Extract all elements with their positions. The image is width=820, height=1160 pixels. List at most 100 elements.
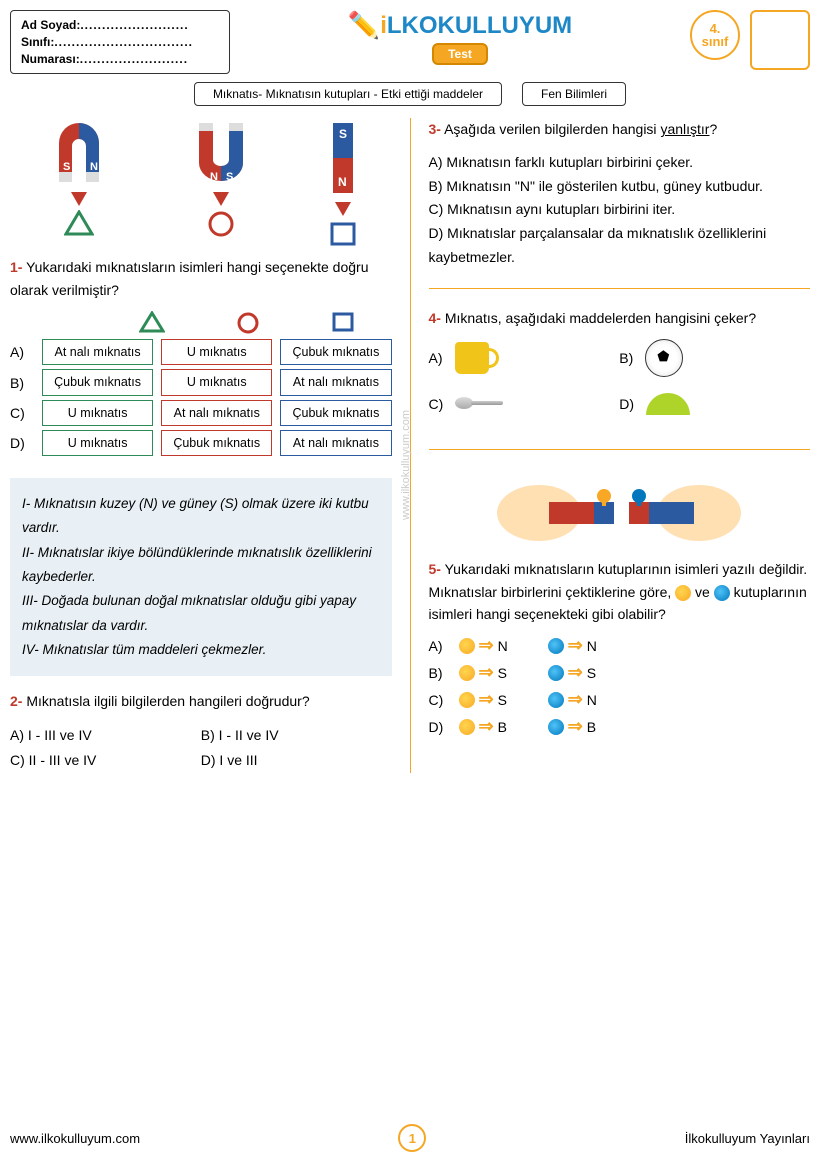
svg-text:N: N — [210, 171, 218, 183]
q4-opt-c: C) — [429, 396, 620, 412]
pin-yellow-icon — [459, 719, 475, 735]
row-label: A) — [10, 344, 34, 360]
q2-num: 2- — [10, 693, 22, 709]
q2-body: Mıknatısla ilgili bilgilerden hangileri … — [26, 693, 309, 709]
row-label: D) — [10, 435, 34, 451]
footer-url: www.ilkokulluyum.com — [10, 1131, 140, 1146]
magnet-item: NS — [181, 118, 261, 248]
pin-blue-icon — [548, 638, 564, 654]
logo: ✏️ iLKOKULLUYUM — [348, 10, 572, 41]
square-icon — [331, 311, 357, 335]
divider — [429, 288, 811, 289]
score-box — [750, 10, 810, 70]
arrow-down-icon — [71, 192, 87, 206]
q3-num: 3- — [429, 121, 441, 137]
q3-underline: yanlıştır — [660, 121, 709, 137]
class-label: Sınıfı: — [21, 35, 54, 49]
option: C) Mıknatısın aynı kutupları birbirini i… — [429, 198, 811, 222]
table-cell: At nalı mıknatıs — [161, 400, 272, 426]
protractor-icon — [646, 393, 690, 415]
logo-text: LKOKULLUYUM — [387, 12, 572, 40]
info-line: II- Mıknatıslar ikiye bölündüklerinde mı… — [22, 541, 380, 590]
svg-text:S: S — [226, 171, 233, 183]
info-line: I- Mıknatısın kuzey (N) ve güney (S) olm… — [22, 492, 380, 541]
course-box: Fen Bilimleri — [522, 82, 626, 106]
watermark: www.ilkokulluyum.com — [400, 410, 412, 520]
opt-label: D) — [619, 396, 634, 412]
option: D)⇒B⇒B — [429, 716, 811, 737]
opt-label: B) — [619, 350, 633, 366]
footer-publisher: İlkokulluyum Yayınları — [685, 1131, 810, 1146]
option: B) I - II ve IV — [201, 723, 392, 748]
svg-text:N: N — [338, 175, 347, 189]
q5-text: 5- Yukarıdaki mıknatısların kutuplarının… — [429, 558, 811, 625]
test-badge: Test — [432, 43, 488, 65]
magnets-row: SN NS SN — [10, 118, 392, 248]
student-info-box: Ad Soyad:......................... Sınıf… — [10, 10, 230, 74]
table-cell: U mıknatıs — [42, 430, 153, 456]
arrow-right-icon: ⇒ — [568, 689, 583, 710]
triangle-icon — [64, 210, 94, 236]
q2-options: A) I - III ve IVB) I - II ve IVC) II - I… — [10, 723, 392, 773]
svg-text:N: N — [90, 161, 98, 173]
arrow-down-icon — [213, 192, 229, 206]
opt-label: C) — [429, 396, 444, 412]
info-line: IV- Mıknatıslar tüm maddeleri çekmezler. — [22, 638, 380, 662]
option: D) I ve III — [201, 748, 392, 773]
arrow-right-icon: ⇒ — [568, 635, 583, 656]
option: C)⇒S⇒N — [429, 689, 811, 710]
opt-label: A) — [429, 350, 443, 366]
row-label: C) — [10, 405, 34, 421]
divider — [429, 449, 811, 450]
arrow-right-icon: ⇒ — [479, 662, 494, 683]
arrow-down-icon — [335, 202, 351, 216]
header: Ad Soyad:......................... Sınıf… — [10, 10, 810, 74]
option: A) Mıknatısın farklı kutupları birbirini… — [429, 151, 811, 175]
table-cell: U mıknatıs — [161, 369, 272, 395]
option: A) I - III ve IV — [10, 723, 201, 748]
table-cell: Çubuk mıknatıs — [161, 430, 272, 456]
mug-icon — [455, 342, 489, 374]
q1-num: 1- — [10, 259, 22, 275]
q3-body2: ? — [709, 121, 717, 137]
page-number: 1 — [398, 1124, 426, 1152]
table-cell: At nalı mıknatıs — [42, 339, 153, 365]
table-row: A) At nalı mıknatıs U mıknatıs Çubuk mıknat… — [10, 339, 392, 365]
grade-text: sınıf — [702, 35, 729, 48]
topic-box: Mıknatıs- Mıknatısın kutupları - Etki et… — [194, 82, 502, 106]
arrow-right-icon: ⇒ — [479, 635, 494, 656]
arrow-right-icon: ⇒ — [479, 689, 494, 710]
arrow-right-icon: ⇒ — [479, 716, 494, 737]
dots: ................................ — [54, 35, 193, 49]
logo-area: ✏️ iLKOKULLUYUM Test — [240, 10, 680, 65]
right-column: 3- Aşağıda verilen bilgilerden hangisi y… — [429, 118, 811, 773]
table-cell: Çubuk mıknatıs — [280, 339, 391, 365]
q3-text: 3- Aşağıda verilen bilgilerden hangisi y… — [429, 118, 811, 140]
triangle-icon — [139, 311, 165, 333]
table-row: C)U mıknatısAt nalı mıknatısÇubuk mıknat… — [10, 400, 392, 426]
pin-blue-icon — [714, 585, 730, 601]
magnet-item: SN — [44, 118, 114, 248]
arrow-right-icon: ⇒ — [568, 662, 583, 683]
square-icon — [328, 220, 358, 248]
q4-opt-b: B) — [619, 339, 810, 377]
number-label: Numarası: — [21, 52, 80, 66]
soccer-ball-icon — [645, 339, 683, 377]
q4-text: 4- Mıknatıs, aşağıdaki maddelerden hangi… — [429, 307, 811, 329]
option: C) II - III ve IV — [10, 748, 201, 773]
dots: ......................... — [80, 52, 188, 66]
q4-num: 4- — [429, 310, 441, 326]
pin-yellow-icon — [459, 638, 475, 654]
q4-body: Mıknatıs, aşağıdaki maddelerden hangisin… — [445, 310, 756, 326]
shape-header — [10, 311, 392, 335]
pin-blue-icon — [548, 692, 564, 708]
q2-info-panel: I- Mıknatısın kuzey (N) ve güney (S) olm… — [10, 478, 392, 676]
bar-magnet-icon: SN — [328, 118, 358, 198]
q2-text: 2- Mıknatısla ilgili bilgilerden hangile… — [10, 690, 392, 712]
q5-num: 5- — [429, 561, 441, 577]
footer: www.ilkokulluyum.com 1 İlkokulluyum Yayı… — [10, 1124, 810, 1152]
pin-yellow-icon — [675, 585, 691, 601]
q4-opt-d: D) — [619, 393, 810, 415]
q1-table: A) At nalı mıknatıs U mıknatıs Çubuk mıknat… — [10, 339, 392, 456]
table-cell: U mıknatıs — [161, 339, 272, 365]
